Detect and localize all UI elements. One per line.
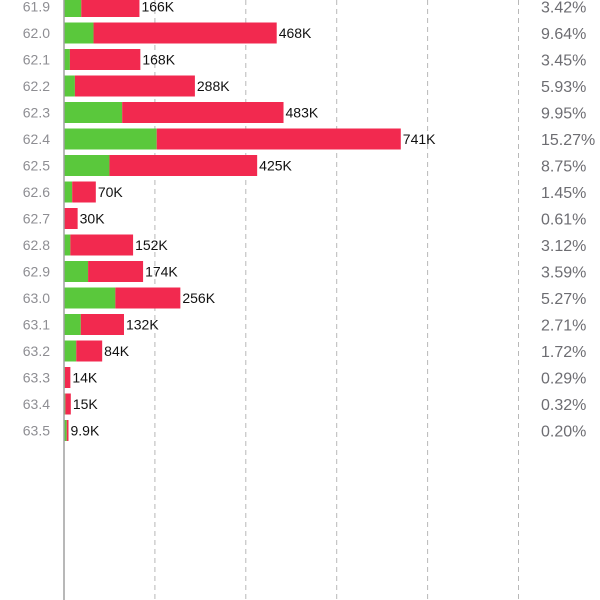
bar-sell-63.0 xyxy=(115,287,181,309)
total-volume-label: 288K xyxy=(197,78,230,94)
bar-buy-62.9 xyxy=(64,261,89,282)
bar-buy-63.0 xyxy=(64,287,116,309)
bar-sell-62.4 xyxy=(156,128,401,150)
total-volume-label: 84K xyxy=(104,343,130,359)
total-volume-label: 70K xyxy=(98,184,124,200)
bar-sell-63.2 xyxy=(76,340,103,362)
total-volume-label: 483K xyxy=(286,105,319,121)
bar-sell-61.9 xyxy=(81,0,140,17)
bar-buy-63.5 xyxy=(64,420,67,441)
price-tick-label: 62.1 xyxy=(23,52,50,68)
price-tick-label: 63.2 xyxy=(23,343,50,359)
total-volume-label: 14K xyxy=(72,370,98,386)
price-tick-label: 63.4 xyxy=(23,396,50,412)
total-volume-label: 741K xyxy=(403,131,436,147)
percent-label: 15.27% xyxy=(541,132,595,149)
percent-label: 3.12% xyxy=(541,238,586,255)
price-tick-label: 62.4 xyxy=(23,131,50,147)
price-tick-label: 63.5 xyxy=(23,423,50,439)
percent-label: 0.61% xyxy=(541,212,586,229)
bar-buy-62.1 xyxy=(64,49,70,70)
price-tick-label: 62.3 xyxy=(23,105,50,121)
percent-label: 0.32% xyxy=(541,397,586,414)
bar-sell-62.9 xyxy=(88,261,144,282)
bar-buy-61.9 xyxy=(64,0,82,17)
price-tick-label: 63.0 xyxy=(23,290,50,306)
percent-label: 2.71% xyxy=(541,318,586,335)
total-volume-label: 174K xyxy=(145,264,178,280)
percent-label: 3.42% xyxy=(541,0,586,17)
bar-buy-62.3 xyxy=(64,102,123,123)
percent-label: 3.59% xyxy=(541,265,586,282)
percent-label: 9.64% xyxy=(541,26,586,43)
price-tick-label: 62.6 xyxy=(23,184,50,200)
bar-sell-63.4 xyxy=(65,393,71,415)
bar-buy-63.2 xyxy=(64,340,77,362)
total-volume-label: 468K xyxy=(279,25,312,41)
total-volume-label: 166K xyxy=(141,0,174,15)
total-volume-label: 30K xyxy=(80,211,106,227)
bar-sell-62.0 xyxy=(93,22,277,44)
price-tick-label: 62.5 xyxy=(23,158,50,174)
total-volume-label: 132K xyxy=(126,317,159,333)
price-tick-label: 62.0 xyxy=(23,25,50,41)
price-tick-label: 61.9 xyxy=(23,0,50,15)
price-tick-label: 62.8 xyxy=(23,237,50,253)
price-tick-label: 62.9 xyxy=(23,264,50,280)
bar-buy-62.5 xyxy=(64,155,110,176)
bar-sell-62.2 xyxy=(74,75,195,97)
bar-buy-62.4 xyxy=(64,128,157,150)
bar-buy-62.8 xyxy=(64,234,71,256)
bar-buy-62.0 xyxy=(64,22,94,44)
percent-label: 9.95% xyxy=(541,106,586,123)
price-tick-label: 63.3 xyxy=(23,370,50,386)
bar-sell-62.1 xyxy=(69,49,141,70)
bar-buy-63.1 xyxy=(64,314,81,335)
bar-sell-62.3 xyxy=(122,102,284,123)
percent-label: 5.93% xyxy=(541,79,586,96)
total-volume-label: 425K xyxy=(259,158,292,174)
percent-label: 5.27% xyxy=(541,291,586,308)
bar-sell-62.8 xyxy=(70,234,134,256)
price-tick-label: 63.1 xyxy=(23,317,50,333)
total-volume-label: 15K xyxy=(73,396,99,412)
total-volume-label: 152K xyxy=(135,237,168,253)
percent-label: 3.45% xyxy=(541,53,586,70)
total-volume-label: 9.9K xyxy=(70,423,99,439)
bar-buy-62.6 xyxy=(64,181,73,203)
bar-buy-62.2 xyxy=(64,75,75,97)
bar-sell-63.3 xyxy=(64,367,71,388)
bar-sell-62.6 xyxy=(72,181,96,203)
percent-label: 1.45% xyxy=(541,185,586,202)
bar-sell-62.7 xyxy=(64,208,78,229)
percent-label: 0.29% xyxy=(541,371,586,388)
percent-label: 0.20% xyxy=(541,424,586,441)
bar-sell-63.1 xyxy=(80,314,124,335)
total-volume-label: 168K xyxy=(142,52,175,68)
percent-label: 1.72% xyxy=(541,344,586,361)
price-tick-label: 62.7 xyxy=(23,211,50,227)
total-volume-label: 256K xyxy=(182,290,215,306)
bar-sell-62.5 xyxy=(109,155,258,176)
percent-label: 8.75% xyxy=(541,159,586,176)
price-tick-label: 62.2 xyxy=(23,78,50,94)
bar-sell-63.5 xyxy=(66,420,69,441)
